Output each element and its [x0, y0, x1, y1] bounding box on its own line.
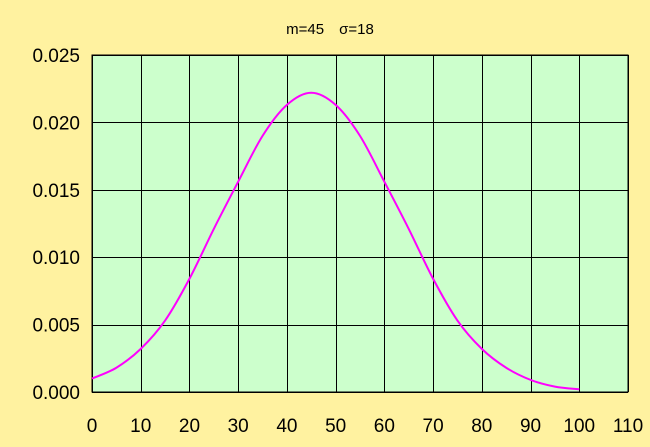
x-tick-label: 0 [87, 416, 98, 437]
x-tick-label: 100 [563, 416, 595, 437]
y-tick-label: 0.020 [32, 113, 80, 134]
series-line [91, 91, 580, 391]
series-group [91, 91, 580, 391]
y-tick-label: 0.005 [32, 316, 80, 337]
x-tick-label: 10 [130, 416, 151, 437]
y-tick-label: 0.000 [32, 383, 80, 404]
x-tick-label: 50 [325, 416, 346, 437]
x-tick-label: 40 [276, 416, 297, 437]
x-tick-label: 80 [471, 416, 492, 437]
x-tick-label: 90 [520, 416, 541, 437]
x-tick-label: 30 [228, 416, 249, 437]
y-tick-label: 0.025 [32, 46, 80, 67]
plot-area [91, 54, 629, 393]
x-tick-label: 60 [374, 416, 395, 437]
chart-title: m=45 σ=18 [286, 21, 374, 38]
x-axis-tick-labels: 0 10 20 30 40 50 60 70 80 90 100 110 [87, 416, 643, 437]
y-tick-label: 0.015 [32, 181, 80, 202]
x-tick-label: 20 [179, 416, 200, 437]
y-tick-label: 0.010 [32, 248, 80, 269]
grid-lines [92, 55, 629, 393]
x-tick-label: 70 [423, 416, 444, 437]
y-axis-tick-labels: 0.000 0.005 0.010 0.015 0.020 0.025 [32, 46, 80, 404]
x-tick-label: 110 [613, 416, 643, 437]
